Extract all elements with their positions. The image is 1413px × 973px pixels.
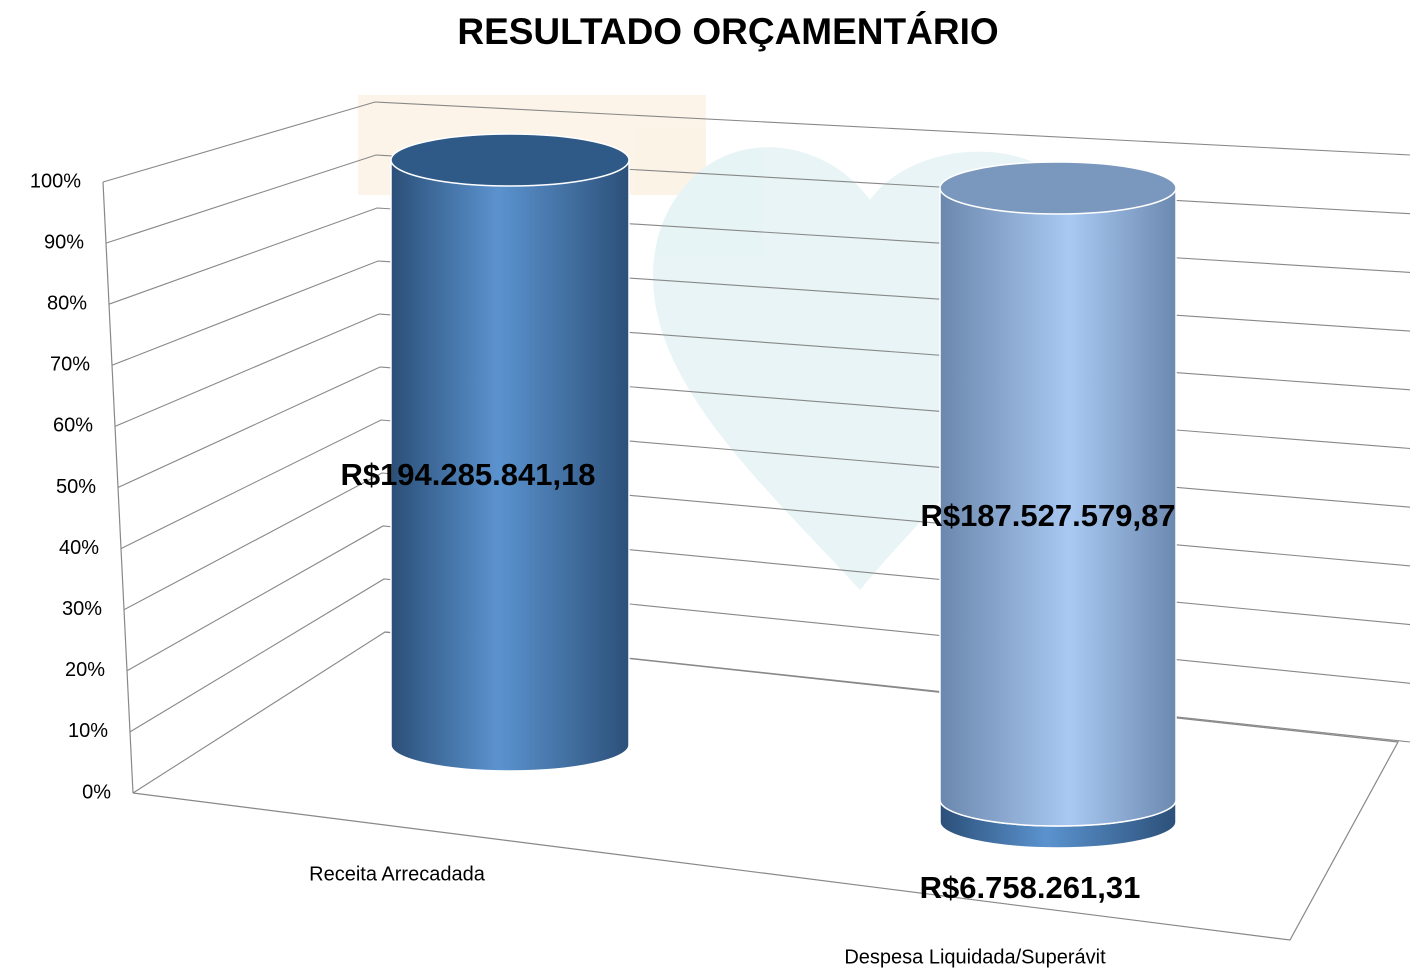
y-tick-label: 30% <box>62 598 102 620</box>
data-label: R$6.758.261,31 <box>920 870 1141 905</box>
y-tick-label: 80% <box>47 292 87 314</box>
y-tick-label: 0% <box>82 781 111 803</box>
x-tick-label: Despesa Liquidada/Superávit <box>844 946 1106 968</box>
grid-line <box>102 101 1411 183</box>
cylinder-segment <box>390 159 630 772</box>
y-tick-label: 40% <box>59 537 99 559</box>
y-tick-label: 20% <box>65 659 105 681</box>
data-label: R$187.527.579,87 <box>920 498 1175 533</box>
grid-line <box>126 525 1411 672</box>
grid-line <box>129 578 1411 733</box>
cylinder-segment <box>939 187 1177 827</box>
y-tick-label: 90% <box>44 231 84 253</box>
chart-title: RESULTADO ORÇAMENTÁRIO <box>457 11 998 52</box>
y-tick-label: 50% <box>56 476 96 498</box>
x-tick-label: Receita Arrecadada <box>309 863 486 885</box>
cylinder-top <box>390 133 630 187</box>
floor <box>132 631 1399 941</box>
data-label: R$194.285.841,18 <box>340 457 595 492</box>
grid-line <box>132 631 1411 794</box>
plot: Receita Arrecadada R$194.285.841,18 Despes… <box>309 133 1177 968</box>
y-tick-label: 10% <box>68 720 108 742</box>
grid-line <box>123 472 1411 611</box>
y-axis <box>102 181 134 794</box>
y-tick-label: 60% <box>53 415 93 437</box>
cylinder-top <box>939 161 1177 215</box>
y-tick-label: 70% <box>50 354 90 376</box>
y-tick-label: 100% <box>30 170 81 192</box>
